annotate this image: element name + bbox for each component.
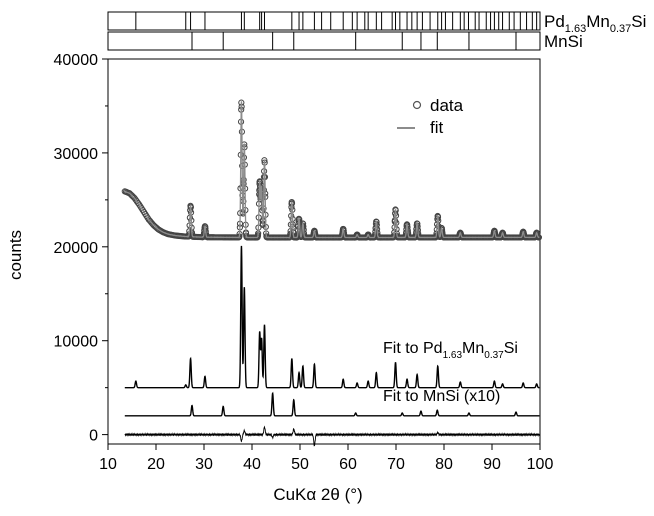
- mnsi-phase-label: MnSi: [544, 32, 583, 51]
- x-tick-label: 90: [483, 456, 501, 473]
- pd-phase-label-si: Si: [631, 12, 646, 31]
- pd-phase-label-sub2: 0.37: [610, 23, 631, 35]
- data-point: [535, 234, 542, 241]
- x-tick-label: 20: [147, 456, 165, 473]
- x-tick-label: 70: [387, 456, 405, 473]
- mnsi-reflection-ticks: [191, 32, 517, 50]
- x-tick-label: 30: [195, 456, 213, 473]
- mnsi-fit-line: [124, 391, 540, 417]
- difference-line: [124, 425, 540, 447]
- plot-frame: [107, 58, 541, 445]
- pd-fit-annotation-a: Fit to Pd: [383, 340, 443, 357]
- legend-data-marker: [412, 100, 422, 110]
- x-tick-label: 40: [243, 456, 261, 473]
- pd-fit-line: [124, 245, 540, 389]
- pd-phase-label-pd: Pd: [544, 12, 565, 31]
- x-tick-label: 80: [435, 456, 453, 473]
- x-tick-label: 10: [99, 456, 117, 473]
- y-axis-label: counts: [6, 230, 25, 280]
- pd-fit-annotation: Fit to Pd1.63Mn0.37Si: [383, 340, 518, 361]
- y-tick-label: 30000: [54, 146, 99, 163]
- pd-phase-label: Pd1.63Mn0.37Si: [544, 12, 646, 35]
- mnsi-fit-annotation: Fit to MnSi (x10): [383, 388, 500, 405]
- x-tick-label: 60: [339, 456, 357, 473]
- reflection-strips: Pd1.63Mn0.37Si MnSi: [107, 11, 646, 51]
- x-axis-label: CuKα 2θ (°): [273, 485, 362, 504]
- pd-reflection-ticks: [135, 12, 538, 30]
- pd-phase-label-mn: Mn: [586, 12, 610, 31]
- y-axis: 0 10000 20000 30000 40000: [54, 52, 108, 445]
- fit-line: [124, 101, 540, 239]
- pd-phase-label-sub1: 1.63: [565, 23, 586, 35]
- x-axis: 10 20 30 40 50 60 70 80 90 100: [99, 444, 553, 473]
- pd-fit-annotation-d: 0.37: [484, 350, 504, 361]
- series-layer: [121, 99, 542, 447]
- pd-fit-annotation-b: 1.63: [443, 350, 463, 361]
- pd-fit-annotation-e: Si: [504, 340, 518, 357]
- legend-data-label: data: [430, 96, 464, 115]
- legend: data fit: [397, 96, 464, 137]
- x-tick-label: 50: [291, 456, 309, 473]
- y-tick-label: 20000: [54, 240, 99, 257]
- x-tick-label: 100: [527, 456, 554, 473]
- data-series: [121, 99, 542, 241]
- mnsi-reflection-strip: [107, 31, 541, 51]
- y-tick-label: 40000: [54, 52, 99, 69]
- pd-reflection-strip: [107, 11, 541, 31]
- y-tick-label: 0: [89, 428, 98, 445]
- legend-fit-label: fit: [430, 118, 444, 137]
- pd-fit-annotation-c: Mn: [462, 340, 484, 357]
- y-tick-label: 10000: [54, 334, 99, 351]
